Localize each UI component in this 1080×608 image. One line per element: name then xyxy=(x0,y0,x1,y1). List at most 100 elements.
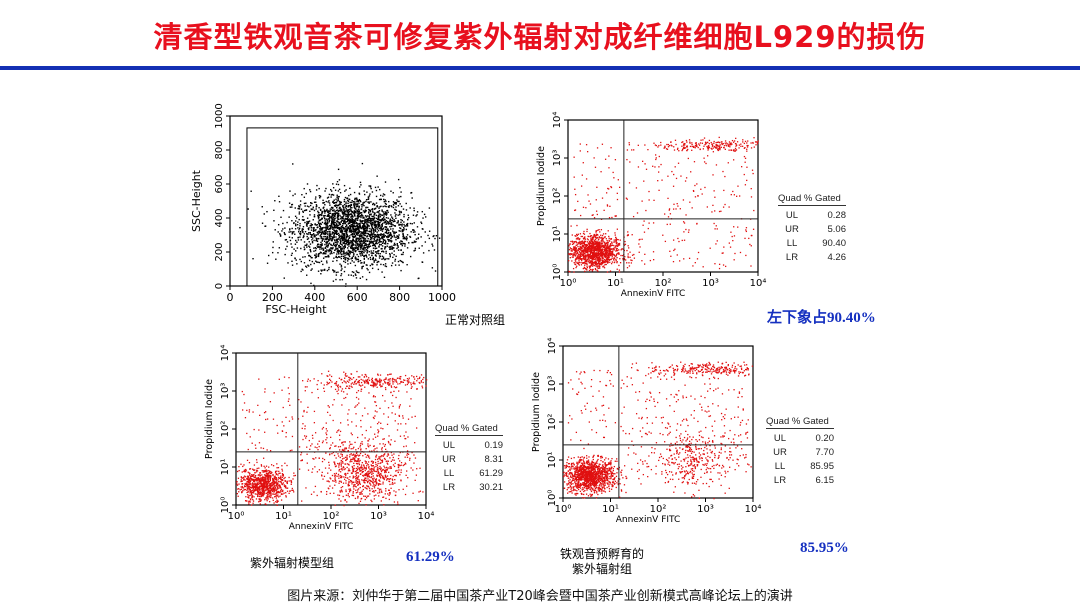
data-point xyxy=(340,228,342,230)
data-point xyxy=(344,266,346,268)
data-point xyxy=(604,254,606,256)
data-point xyxy=(358,202,360,204)
data-point xyxy=(606,247,609,249)
data-point xyxy=(738,147,740,149)
data-point xyxy=(265,465,268,467)
data-point xyxy=(590,261,593,263)
data-point xyxy=(283,232,286,234)
data-point xyxy=(397,178,400,181)
data-point xyxy=(578,248,581,251)
data-point xyxy=(591,214,593,216)
data-point xyxy=(384,258,386,260)
data-point xyxy=(347,212,349,215)
data-point xyxy=(332,183,334,185)
data-point xyxy=(384,205,386,207)
data-point xyxy=(323,209,326,211)
data-point xyxy=(601,244,603,246)
data-point xyxy=(288,202,291,204)
data-point xyxy=(280,216,282,218)
data-point xyxy=(366,251,369,253)
data-point xyxy=(341,229,343,231)
data-point xyxy=(389,255,391,258)
data-point xyxy=(253,487,255,489)
data-point xyxy=(681,149,683,152)
data-point xyxy=(377,268,380,271)
data-point xyxy=(337,168,340,171)
data-point xyxy=(375,255,377,257)
data-point xyxy=(387,236,390,238)
data-point xyxy=(272,474,274,477)
data-point xyxy=(314,257,317,259)
data-point xyxy=(256,470,259,472)
data-point xyxy=(583,266,586,269)
data-point xyxy=(595,265,597,267)
data-point xyxy=(333,243,335,245)
data-point xyxy=(357,243,359,246)
data-point xyxy=(302,230,304,233)
data-point xyxy=(402,230,404,233)
data-point xyxy=(682,221,685,223)
data-point xyxy=(362,265,364,268)
data-point xyxy=(363,249,365,251)
data-point xyxy=(626,149,629,151)
data-point xyxy=(616,192,618,194)
data-point xyxy=(591,262,594,264)
data-point xyxy=(291,252,293,255)
data-point xyxy=(358,206,360,209)
data-point xyxy=(369,236,372,239)
data-point xyxy=(338,207,341,209)
data-point xyxy=(711,211,713,213)
data-point xyxy=(356,227,358,230)
data-point xyxy=(270,476,272,478)
data-point xyxy=(380,233,382,236)
data-point xyxy=(276,499,278,501)
data-point xyxy=(610,251,612,253)
data-point xyxy=(434,270,437,272)
data-point xyxy=(601,249,604,251)
data-point xyxy=(606,257,608,260)
data-point xyxy=(340,216,342,218)
data-point xyxy=(335,247,337,249)
data-point xyxy=(698,143,700,145)
data-point xyxy=(743,142,746,145)
data-point xyxy=(421,210,424,213)
data-point xyxy=(328,212,331,215)
data-point xyxy=(586,244,589,246)
data-point xyxy=(362,202,364,204)
data-point xyxy=(325,241,327,244)
data-point xyxy=(262,478,264,481)
data-point xyxy=(596,254,599,257)
data-point xyxy=(269,501,271,503)
data-point xyxy=(703,161,706,163)
data-point xyxy=(347,223,350,225)
data-point xyxy=(593,255,595,257)
data-point xyxy=(260,484,262,486)
data-point xyxy=(400,210,402,213)
data-point xyxy=(575,244,577,247)
data-point xyxy=(268,254,270,257)
data-point xyxy=(305,266,308,268)
data-point xyxy=(626,249,628,252)
data-point xyxy=(311,202,313,205)
data-point xyxy=(724,265,727,268)
data-point xyxy=(276,480,278,482)
data-point xyxy=(608,155,610,157)
data-point xyxy=(709,247,711,249)
data-point xyxy=(364,218,366,221)
data-point xyxy=(712,144,714,146)
data-point xyxy=(644,263,646,265)
data-point xyxy=(323,206,325,208)
data-point xyxy=(714,228,716,230)
y-tick-label: 10⁰ xyxy=(552,264,563,281)
data-point xyxy=(575,257,578,259)
data-point xyxy=(307,222,310,224)
data-point xyxy=(361,222,364,224)
data-point xyxy=(689,201,691,203)
data-point xyxy=(397,200,399,203)
data-point xyxy=(574,263,577,266)
data-point xyxy=(596,244,598,246)
data-point xyxy=(290,243,292,245)
data-point xyxy=(340,247,342,249)
data-point xyxy=(583,257,585,259)
data-point xyxy=(261,206,263,208)
